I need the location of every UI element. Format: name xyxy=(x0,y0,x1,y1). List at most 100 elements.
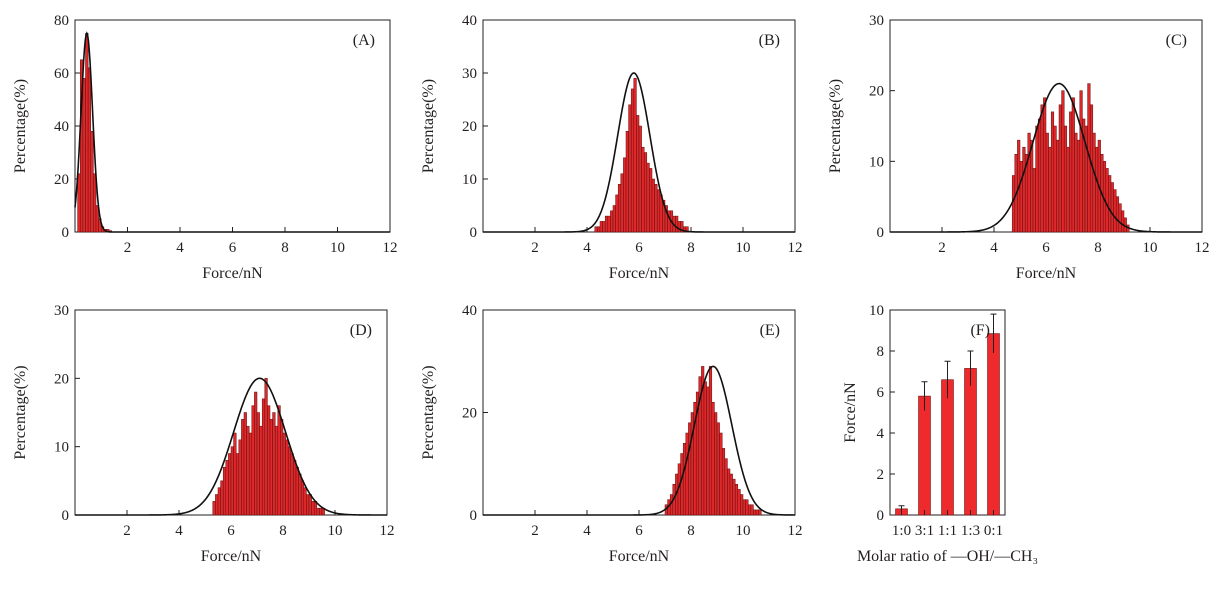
histogram-bar xyxy=(274,425,279,516)
histogram-bar xyxy=(740,494,744,516)
histogram-bar xyxy=(295,466,299,516)
histogram-bar xyxy=(636,115,640,233)
histogram-bar xyxy=(612,205,616,233)
histogram-bar xyxy=(737,489,741,516)
panel-e: 0 20 40 2 4 6 8 10 12 (E) Force/nN Percentage(%) xyxy=(420,303,803,565)
histogram-bar xyxy=(290,453,294,516)
x-tick-label: 0:1 xyxy=(984,523,1003,539)
panel-a: 0 20 40 60 80 2 4 6 8 10 12 (A) Force/nN Percentage(%… xyxy=(12,13,398,282)
histogram-bar xyxy=(688,422,692,516)
histogram-bar xyxy=(298,473,302,516)
histogram-bar xyxy=(597,226,601,233)
panel-tag: (C) xyxy=(1166,32,1187,49)
bar-3to1 xyxy=(918,395,931,516)
histogram-bar xyxy=(282,432,286,516)
histogram-bar xyxy=(745,499,749,516)
histogram-bar xyxy=(303,487,307,516)
histogram-bar xyxy=(251,405,255,516)
histogram-bar xyxy=(300,480,305,516)
y-tick-label: 30 xyxy=(462,66,477,82)
histogram-bar xyxy=(706,386,710,516)
histogram-bar xyxy=(1022,146,1026,233)
histogram-bar xyxy=(615,194,619,233)
y-tick-label: 4 xyxy=(877,426,885,442)
panel-tag: (A) xyxy=(353,32,375,49)
histogram-bar xyxy=(1079,90,1083,233)
histogram-bar xyxy=(285,439,289,516)
bar-0to1 xyxy=(987,333,1000,516)
histogram-bar xyxy=(1071,97,1075,233)
histogram-bar xyxy=(1058,104,1062,233)
histogram-bar xyxy=(711,402,715,516)
histogram-bar xyxy=(272,412,276,516)
histogram-bar xyxy=(604,215,609,233)
y-tick-label: 40 xyxy=(462,13,477,29)
histogram-bar xyxy=(643,152,648,233)
histogram-bar xyxy=(755,509,759,516)
y-tick-label: 20 xyxy=(462,119,477,135)
histogram-bar xyxy=(682,443,687,516)
histogram-bar xyxy=(259,425,263,516)
histogram-bar xyxy=(254,391,258,516)
histogram-bar xyxy=(238,439,242,516)
histogram-bar xyxy=(215,494,219,516)
histogram-bar xyxy=(721,448,726,516)
histogram-bar xyxy=(638,125,642,233)
histogram-bar xyxy=(277,405,281,516)
y-tick-label: 10 xyxy=(54,440,69,456)
x-axis-label: Molar ratio of —OH/—CH₃ xyxy=(857,548,1038,565)
y-tick-label: 10 xyxy=(869,303,884,319)
x-tick-label: 8 xyxy=(281,240,289,256)
histogram-bar xyxy=(641,146,645,233)
x-tick-label: 12 xyxy=(380,523,395,539)
gaussian-fit-curve xyxy=(75,377,387,516)
histogram-bar xyxy=(734,484,739,516)
histogram-bar xyxy=(703,381,707,516)
y-tick-label: 20 xyxy=(54,172,69,188)
y-tick-label: 0 xyxy=(62,225,70,241)
histogram-bar xyxy=(1048,146,1052,233)
x-axis-label: Force/nN xyxy=(1016,265,1077,282)
histogram-bar xyxy=(1095,146,1099,233)
panel-tag: (E) xyxy=(760,322,780,339)
histogram-bar xyxy=(1118,203,1122,233)
histogram-bar xyxy=(708,366,713,516)
histogram-bar xyxy=(1032,168,1036,233)
histogram-bar xyxy=(82,78,86,233)
histogram-bar xyxy=(1063,125,1068,233)
gaussian-fit-curve xyxy=(483,72,795,233)
histogram-bar xyxy=(602,221,606,233)
histogram-bar xyxy=(241,419,245,516)
histogram-bar xyxy=(264,378,268,516)
x-tick-label: 12 xyxy=(383,240,398,256)
histogram-bar xyxy=(633,78,637,233)
y-axis-label: Percentage(%) xyxy=(420,365,437,459)
histogram-bar xyxy=(220,480,224,516)
y-tick-label: 20 xyxy=(869,84,884,100)
x-tick-label: 6 xyxy=(635,240,643,256)
histogram-bar xyxy=(230,446,234,516)
histogram-bar xyxy=(1115,196,1120,233)
histogram-bar xyxy=(732,478,736,516)
plot-frame xyxy=(74,19,391,233)
histogram-bar xyxy=(1040,104,1044,233)
histogram-bar xyxy=(77,173,81,233)
y-tick-label: 20 xyxy=(462,406,477,422)
y-tick-label: 2 xyxy=(877,467,885,483)
histogram-bar xyxy=(233,432,237,516)
histogram-bar xyxy=(316,507,320,516)
panel-c: 0 10 20 30 2 4 6 8 10 12 (C) Force/nN Percentage(%) xyxy=(827,13,1210,282)
x-tick-label: 2 xyxy=(531,523,539,539)
histogram-bar xyxy=(1110,182,1114,233)
x-tick-label: 6 xyxy=(1042,240,1050,256)
y-tick-label: 60 xyxy=(54,66,69,82)
histogram-bar xyxy=(217,487,221,516)
histogram-bar xyxy=(727,468,731,516)
histogram-bar xyxy=(306,494,310,516)
histogram-bar xyxy=(1074,132,1078,233)
x-tick-label: 4 xyxy=(175,523,183,539)
x-tick-label: 2 xyxy=(531,240,539,256)
histogram-bar xyxy=(617,184,622,233)
x-tick-label: 4 xyxy=(990,240,998,256)
histogram-bar xyxy=(1056,139,1060,233)
